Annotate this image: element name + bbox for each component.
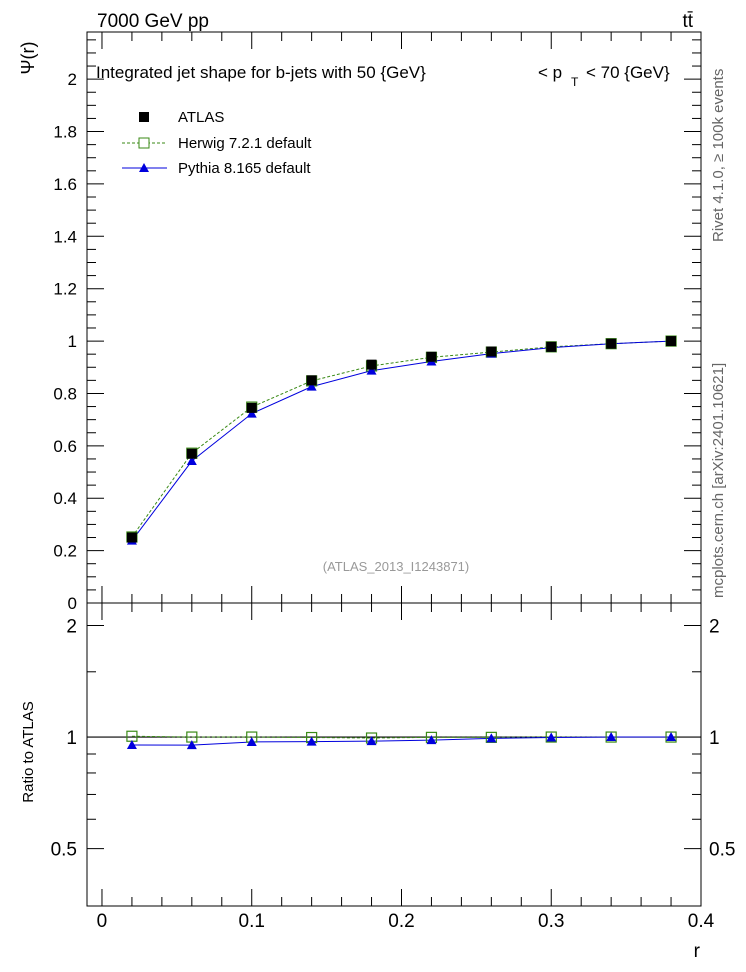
legend-label-atlas: ATLAS xyxy=(178,109,224,126)
legend-label-pythia: Pythia 8.165 default xyxy=(178,160,311,177)
main-point-pythia xyxy=(186,456,197,466)
x-tick-label: 0.4 xyxy=(688,911,715,932)
main-y-tick-label: 2 xyxy=(68,70,77,89)
ratio-y-label: Ratio to ATLAS xyxy=(20,701,37,802)
ratio-y-tick-label-right: 2 xyxy=(709,616,720,637)
main-y-tick-label: 0.4 xyxy=(53,489,77,508)
ratio-point-pythia xyxy=(666,732,677,742)
ratio-plot-frame xyxy=(86,602,702,907)
x-tick-label: 0.3 xyxy=(538,911,564,932)
ratio-point-herwig xyxy=(485,731,497,743)
ratio-point-pythia xyxy=(126,739,137,749)
side-label-bottom: mcplots.cern.ch [arXiv:2401.10621] xyxy=(710,363,727,598)
main-y-tick-label: 1.8 xyxy=(53,123,77,142)
main-point-atlas xyxy=(426,351,437,362)
ratio-point-herwig xyxy=(126,730,138,742)
main-y-tick-label: 1.4 xyxy=(53,227,77,246)
main-line-pythia xyxy=(131,340,672,541)
main-watermark: (ATLAS_2013_I1243871) xyxy=(323,559,469,574)
ratio-point-pythia xyxy=(606,732,617,742)
main-y-tick-label: 0.6 xyxy=(53,437,77,456)
main-point-atlas xyxy=(486,346,497,357)
energy-label: 7000 GeV pp xyxy=(97,11,209,32)
main-y-tick-label: 1 xyxy=(68,332,77,351)
main-point-atlas xyxy=(546,341,557,352)
ratio-y-tick-label: 2 xyxy=(66,616,77,637)
side-label-top: Rivet 4.1.0, ≥ 100k events xyxy=(710,69,727,242)
ratio-y-tick-label: 0.5 xyxy=(51,840,77,861)
main-title-right: < 70 {GeV} xyxy=(586,63,670,82)
main-point-atlas xyxy=(306,375,317,386)
main-point-atlas xyxy=(606,338,617,349)
main-plot: Integrated jet shape for b-jets with 50 … xyxy=(18,31,702,613)
x-tick-label: 0.1 xyxy=(239,911,265,932)
main-y-tick-label: 0.2 xyxy=(53,542,77,561)
main-point-atlas xyxy=(366,359,377,370)
main-point-atlas xyxy=(666,336,677,347)
x-tick-label: 0.2 xyxy=(388,911,414,932)
main-point-atlas xyxy=(186,448,197,459)
legend-marker-herwig xyxy=(138,137,150,149)
main-point-atlas xyxy=(246,402,257,413)
process-label: tt̄ xyxy=(682,11,693,32)
main-title-left: Integrated jet shape for b-jets with 50 … xyxy=(96,63,426,82)
main-y-label: Ψ(r) xyxy=(18,41,38,74)
main-y-tick-label: 1.2 xyxy=(53,280,77,299)
ratio-point-pythia xyxy=(246,736,257,746)
legend-label-herwig: Herwig 7.2.1 default xyxy=(178,135,312,152)
ratio-point-pythia xyxy=(366,736,377,746)
main-line-herwig xyxy=(131,340,672,538)
main-y-tick-label: 1.6 xyxy=(53,175,77,194)
main-y-tick-label: 0 xyxy=(68,594,77,613)
ratio-point-herwig xyxy=(545,731,557,743)
main-point-pythia xyxy=(246,408,257,418)
ratio-plot: Ratio to ATLAS r 0.5 0.5 1 1 2 2 0 0.1 0.2 0.3 0.4 xyxy=(20,602,735,962)
x-tick-label: 0 xyxy=(97,911,108,932)
ratio-point-pythia xyxy=(306,736,317,746)
main-point-atlas xyxy=(126,532,137,543)
ratio-y-tick-label-right: 0.5 xyxy=(709,840,735,861)
main-y-tick-label: 0.8 xyxy=(53,384,77,403)
legend: ATLAS Herwig 7.2.1 default Pythia 8.165 … xyxy=(122,109,312,177)
legend-marker-atlas xyxy=(139,112,149,122)
ratio-y-tick-label-right: 1 xyxy=(709,728,720,749)
ratio-point-pythia xyxy=(546,732,557,742)
ratio-point-pythia xyxy=(186,740,197,750)
main-title-sub: T xyxy=(571,75,579,89)
main-point-pythia xyxy=(366,365,377,375)
main-point-pythia xyxy=(306,381,317,391)
x-axis-label: r xyxy=(694,941,701,962)
ratio-point-pythia xyxy=(486,733,497,743)
main-title-mid: < p xyxy=(538,63,562,82)
ratio-line-pythia xyxy=(131,736,672,746)
ratio-point-pythia xyxy=(426,735,437,745)
legend-marker-pythia xyxy=(139,163,149,172)
ratio-y-tick-label: 1 xyxy=(66,728,77,749)
